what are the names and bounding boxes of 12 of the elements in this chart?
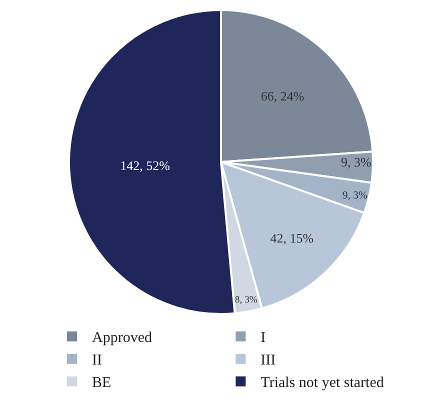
legend-label: Approved bbox=[92, 330, 152, 346]
data-label: 66, 24% bbox=[260, 88, 304, 104]
data-label: 42, 15% bbox=[270, 230, 314, 246]
data-label: 9, 3% bbox=[342, 189, 368, 202]
data-label: 9, 3% bbox=[341, 154, 372, 170]
data-label: 142, 52% bbox=[120, 158, 170, 173]
legend-label: Trials not yet started bbox=[260, 375, 384, 392]
legend-label: II bbox=[92, 352, 102, 369]
legend-label: BE bbox=[92, 375, 112, 392]
legend-label: III bbox=[260, 352, 276, 369]
data-label: 8, 3% bbox=[234, 294, 258, 306]
legend-label: I bbox=[260, 330, 266, 346]
